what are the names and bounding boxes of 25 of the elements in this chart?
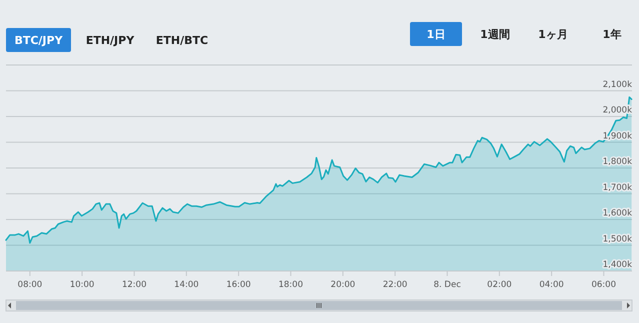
x-tick-label: 22:00 — [382, 280, 408, 290]
x-tick-label: 06:00 — [591, 280, 616, 290]
y-tick-label: 1,700k — [602, 182, 632, 193]
text: BTC/JPY — [14, 34, 64, 47]
text: 1ヶ月 — [538, 28, 568, 41]
x-tick-label: 8. Dec — [434, 280, 462, 290]
x-tick-label: 16:00 — [226, 280, 251, 290]
text: 1日 — [426, 28, 446, 41]
x-tick-label: 08:00 — [18, 280, 42, 290]
y-tick-label: 1,400k — [602, 260, 632, 270]
text: 1週間 — [480, 28, 510, 41]
x-tick-label: 12:00 — [122, 280, 146, 290]
x-tick-label: 18:00 — [278, 280, 303, 290]
y-tick-label: 1,600k — [602, 208, 632, 218]
x-tick-label: 02:00 — [487, 280, 512, 290]
y-tick-label: 2,100k — [602, 80, 632, 90]
x-tick-label: 10:00 — [70, 280, 94, 290]
text: 1年 — [602, 28, 622, 41]
x-tick-label: 04:00 — [539, 280, 564, 290]
text: ETH/BTC — [156, 34, 208, 47]
y-tick-label: 1,800k — [602, 157, 632, 167]
y-tick-label: 1,500k — [602, 234, 632, 244]
x-tick-label: 20:00 — [330, 280, 356, 290]
x-tick-label: 14:00 — [174, 280, 199, 290]
text: ETH/JPY — [86, 34, 136, 47]
